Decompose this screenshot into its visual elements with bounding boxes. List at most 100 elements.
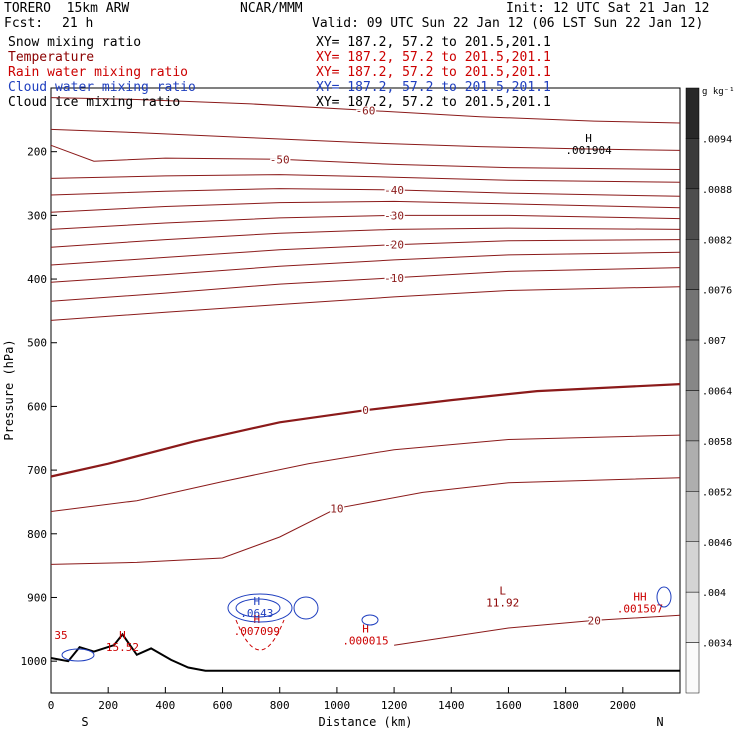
extremum-value: 11.92 — [486, 596, 519, 609]
contour-label: -10 — [384, 272, 404, 285]
field-name-snow: Snow mixing ratio — [8, 35, 142, 50]
forecast-value: 21 h — [62, 16, 94, 31]
extremum-value: .001904 — [565, 144, 612, 157]
temperature-contour — [50, 286, 681, 321]
x-tick-label: 400 — [155, 699, 175, 712]
extremum-value: .000015 — [342, 635, 388, 648]
field-name-cloud-ice: Cloud ice mixing ratio — [8, 95, 181, 110]
x-tick-label: 1000 — [324, 699, 351, 712]
y-axis: 200 300 400 500 600 700 800 900 1000 Pressure (hP… — [2, 146, 57, 668]
x-tick-label: 0 — [48, 699, 55, 712]
direction-south: S — [81, 715, 88, 729]
colorbar-label: .0094 — [702, 134, 732, 145]
x-tick-label: 1400 — [438, 699, 465, 712]
colorbar: .0094 .0088 .0082 .0076 .007 .0064 .0058 .0052.… — [685, 87, 735, 694]
temperature-contour — [50, 239, 681, 266]
extremum-value: 15.52 — [106, 641, 139, 654]
direction-north: N — [656, 715, 663, 729]
temperature-contour — [50, 200, 681, 213]
init-time: Init: 12 UTC Sat 21 Jan 12 — [506, 1, 710, 16]
field-xy-rain: XY= 187.2, 57.2 to 201.5,201.1 — [316, 65, 551, 80]
temperature-contour — [50, 477, 681, 565]
plot-frame — [50, 87, 681, 694]
field-name-temperature: Temperature — [8, 50, 95, 65]
extremum-value: .007099 — [234, 625, 280, 638]
terrain-profile — [50, 632, 680, 672]
colorbar-swatch — [685, 440, 700, 492]
colorbar-label: .0034 — [702, 639, 732, 650]
colorbar-label: .007 — [702, 336, 726, 347]
temperature-contour — [50, 251, 681, 283]
colorbar-swatch — [685, 491, 700, 543]
contour-label: -50 — [270, 153, 290, 166]
temperature-contour — [50, 174, 681, 183]
field-xy-snow: XY= 187.2, 57.2 to 201.5,201.1 — [316, 35, 551, 50]
temperature-contour — [50, 214, 681, 230]
temperature-contour — [50, 97, 681, 124]
x-tick-label: 2000 — [610, 699, 637, 712]
temperature-contour — [50, 128, 681, 151]
forecast-label: Fcst: — [4, 16, 44, 31]
contour-label: 10 — [330, 502, 343, 515]
colorbar-swatch — [685, 642, 700, 694]
x-axis: 0 200 400 600 800 1000 1200 1400 1600 1800 2000 Dis… — [48, 687, 664, 729]
colorbar-label: .0076 — [702, 286, 732, 297]
contour-label: -60 — [356, 104, 376, 117]
extremum-marker: H — [254, 613, 261, 626]
contour-label: 20 — [588, 614, 601, 627]
center-name: NCAR/MMM — [240, 1, 303, 16]
y-tick-label: 1000 — [21, 655, 48, 668]
contour-label: -30 — [384, 209, 404, 222]
y-tick-label: 400 — [27, 273, 47, 286]
field-xy-cloud-ice: XY= 187.2, 57.2 to 201.5,201.1 — [316, 95, 551, 110]
contour-label: -40 — [384, 184, 404, 197]
colorbar-swatch — [685, 239, 700, 290]
contour-label: -20 — [384, 239, 404, 252]
colorbar-swatch — [685, 541, 700, 593]
colorbar-label: .0058 — [702, 437, 732, 448]
y-tick-label: 500 — [27, 337, 47, 350]
x-tick-label: 600 — [213, 699, 233, 712]
temperature-contours: -60 -50 -40 -30 -20 -10 0 10 20 — [50, 97, 681, 646]
colorbar-swatch — [685, 289, 700, 341]
y-tick-label: 800 — [27, 528, 47, 541]
y-tick-label: 900 — [27, 591, 47, 604]
valid-time: Valid: 09 UTC Sun 22 Jan 12 (06 LST Sun … — [312, 16, 704, 31]
temperature-contour — [50, 267, 681, 302]
extremum-marker: H — [585, 132, 592, 145]
colorbar-unit: g kg⁻¹ — [702, 87, 735, 97]
temperature-contour — [50, 383, 681, 478]
temperature-contour — [50, 144, 681, 170]
field-name-cloud-water: Cloud water mixing ratio — [8, 80, 196, 95]
x-axis-title: Distance (km) — [319, 715, 413, 729]
temperature-contour — [50, 227, 681, 248]
field-xy-cloud-water: XY= 187.2, 57.2 to 201.5,201.1 — [316, 80, 551, 95]
y-tick-label: 200 — [27, 146, 47, 159]
x-tick-label: 1200 — [381, 699, 408, 712]
colorbar-label: .0082 — [702, 235, 732, 246]
extremum-marker: H — [119, 629, 126, 642]
extremum-value: .001507 — [617, 603, 663, 616]
colorbar-label: .004 — [702, 588, 726, 599]
y-tick-label: 300 — [27, 209, 47, 222]
colorbar-swatch — [685, 390, 700, 442]
colorbar-swatch — [685, 591, 700, 643]
terrain-line — [50, 632, 680, 672]
colorbar-swatch — [685, 87, 700, 139]
extremum-marker: H — [254, 595, 261, 608]
colorbar-label: .0052 — [702, 487, 732, 498]
temperature-contour — [50, 434, 681, 512]
colorbar-swatch — [685, 339, 700, 391]
model-title: TORERO 15km ARW — [4, 1, 130, 16]
field-name-rain: Rain water mixing ratio — [8, 65, 189, 80]
extremum-marker: HH — [633, 591, 646, 604]
y-tick-label: 600 — [27, 400, 47, 413]
colorbar-label: .0046 — [702, 538, 732, 549]
colorbar-label: .0088 — [702, 185, 732, 196]
temperature-contour — [50, 188, 681, 197]
cloud-water-contours — [61, 586, 672, 662]
x-tick-label: 200 — [98, 699, 118, 712]
x-tick-label: 800 — [270, 699, 290, 712]
